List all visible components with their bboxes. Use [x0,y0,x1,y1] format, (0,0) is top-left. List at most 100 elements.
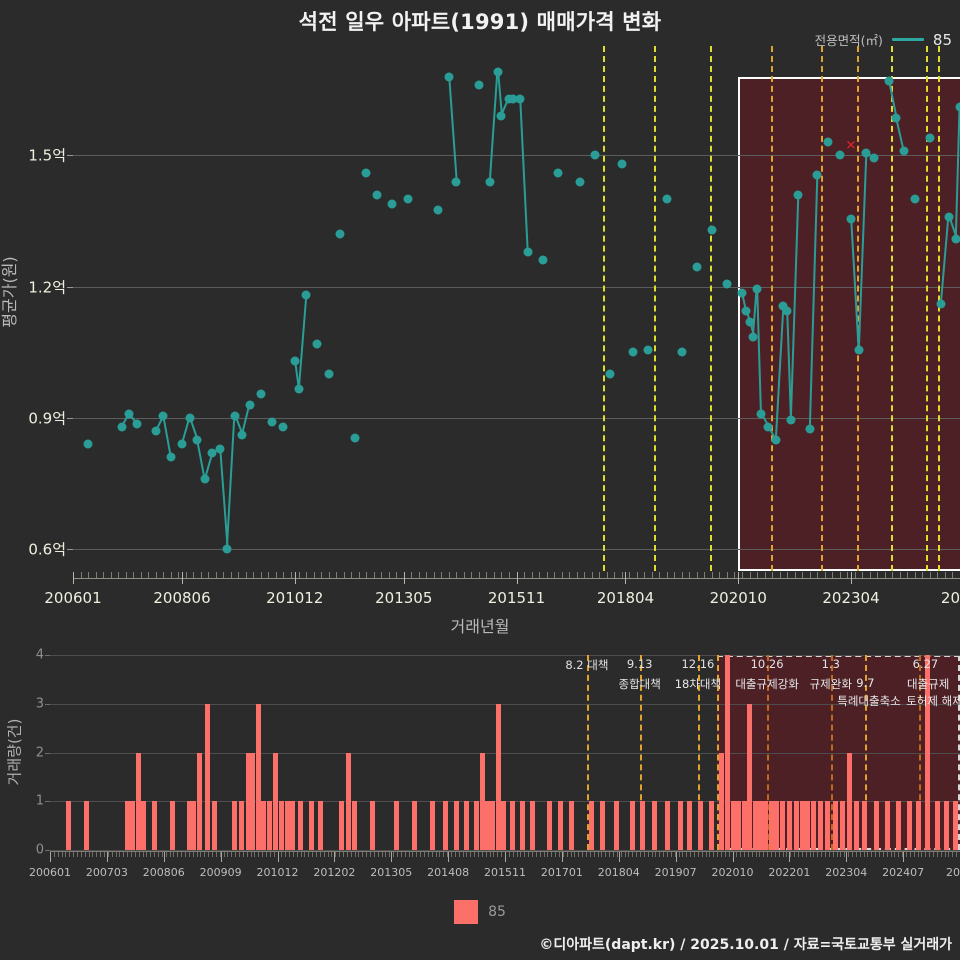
price-point[interactable] [707,225,717,235]
volume-bar[interactable] [279,801,285,850]
volume-bar[interactable] [825,801,831,850]
price-point[interactable] [433,205,443,215]
volume-bar[interactable] [557,801,563,850]
price-point[interactable] [786,415,796,425]
volume-bar[interactable] [464,801,470,850]
price-point[interactable] [752,284,762,294]
price-point[interactable] [515,94,525,103]
price-point[interactable] [955,102,960,112]
volume-bar[interactable] [430,801,436,850]
price-point[interactable] [835,150,845,160]
price-point[interactable] [372,190,382,200]
volume-bar[interactable] [83,801,89,850]
volume-bar[interactable] [412,801,418,850]
volume-bar[interactable] [255,703,261,850]
volume-bar[interactable] [309,801,315,850]
volume-bar[interactable] [677,801,683,850]
volume-bar[interactable] [495,703,501,850]
volume-bar[interactable] [832,801,838,850]
volume-bar[interactable] [747,703,753,850]
volume-bar[interactable] [266,801,272,850]
volume-bar[interactable] [708,801,714,850]
price-point[interactable] [177,439,187,449]
volume-bar[interactable] [614,801,620,850]
price-point[interactable] [575,177,585,187]
price-point[interactable] [854,345,864,355]
volume-bar[interactable] [779,801,785,850]
volume-bar[interactable] [874,801,880,850]
price-point[interactable] [132,419,142,429]
volume-bar[interactable] [599,801,605,850]
volume-bar[interactable] [861,801,867,850]
volume-bar[interactable] [629,801,635,850]
price-point[interactable] [124,409,134,418]
price-point[interactable] [444,72,454,82]
price-point[interactable] [617,159,627,169]
volume-bar[interactable] [854,801,860,850]
volume-bar[interactable] [501,801,507,850]
price-point[interactable] [812,170,822,180]
price-point[interactable] [237,430,247,440]
volume-bar[interactable] [370,801,376,850]
volume-bar[interactable] [272,752,278,850]
price-point[interactable] [200,474,210,484]
volume-bar[interactable] [757,801,763,850]
volume-bar[interactable] [352,801,358,850]
volume-bar[interactable] [454,801,460,850]
volume-bar[interactable] [943,801,949,850]
volume-bar[interactable] [752,801,758,850]
volume-bar[interactable] [393,801,399,850]
price-point[interactable] [158,411,168,421]
price-point[interactable] [324,369,334,379]
price-point[interactable] [722,279,732,289]
volume-bar[interactable] [725,655,731,850]
volume-bar[interactable] [339,801,345,850]
price-point[interactable] [910,194,920,204]
price-point[interactable] [936,299,946,309]
volume-bar[interactable] [204,703,210,850]
price-point[interactable] [267,417,277,427]
volume-bar[interactable] [530,801,536,850]
price-point[interactable] [756,409,766,418]
price-point[interactable] [538,255,548,265]
price-point[interactable] [823,137,833,147]
volume-bar[interactable] [479,752,485,850]
volume-bar[interactable] [568,801,574,850]
price-point[interactable] [944,212,954,222]
price-point[interactable] [884,76,894,86]
price-point[interactable] [771,435,781,445]
price-point[interactable] [230,411,240,421]
volume-bar[interactable] [787,801,793,850]
volume-bar[interactable] [925,655,931,850]
price-point[interactable] [294,384,303,394]
volume-bar[interactable] [768,801,774,850]
price-point[interactable] [192,435,202,445]
price-point[interactable] [748,332,758,342]
price-point[interactable] [745,317,755,327]
volume-bar[interactable] [250,752,256,850]
volume-bar[interactable] [191,801,197,850]
volume-bar[interactable] [546,801,552,850]
volume-bar[interactable] [847,752,853,850]
volume-bar[interactable] [297,801,303,850]
price-point[interactable] [350,433,360,443]
volume-bar[interactable] [239,801,245,850]
price-point[interactable] [256,389,266,399]
volume-bar[interactable] [896,801,902,850]
volume-bar[interactable] [774,801,780,850]
volume-bar[interactable] [186,801,192,850]
price-point[interactable] [83,439,93,449]
volume-bar[interactable] [639,801,645,850]
price-point[interactable] [846,214,856,224]
price-point[interactable] [782,306,792,316]
volume-bar[interactable] [763,801,769,850]
volume-bar[interactable] [135,752,141,850]
volume-bar[interactable] [245,752,251,850]
volume-bar[interactable] [652,801,658,850]
volume-bar[interactable] [818,801,824,850]
volume-bar[interactable] [66,801,72,850]
volume-bar[interactable] [730,801,736,850]
price-point[interactable] [869,153,879,163]
volume-bar[interactable] [490,801,496,850]
price-point[interactable] [207,448,217,458]
